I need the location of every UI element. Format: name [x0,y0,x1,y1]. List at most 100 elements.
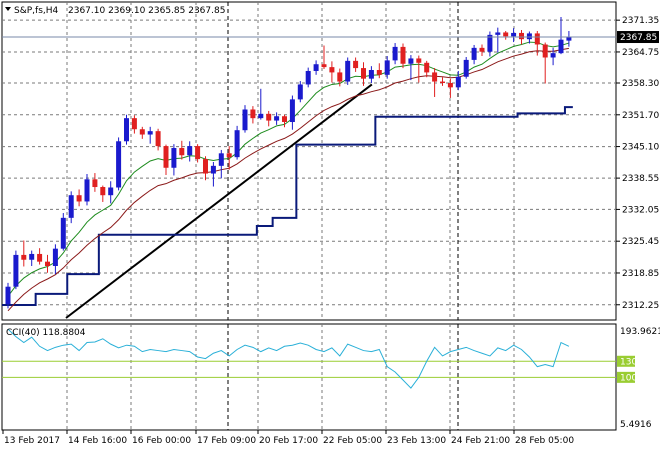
current-price-label: 2367.85 [620,33,657,43]
candle-bull [60,217,66,249]
candle-bull [345,60,351,82]
candle-bull [234,130,240,158]
price-tick-label: 2338.55 [622,174,659,184]
ma-slow-line [7,47,569,312]
candle-bear [131,118,137,130]
candle-bear [92,179,98,188]
candle-bull [487,34,493,52]
ma-fast-line [7,41,570,297]
time-tick-label: 20 Feb 17:00 [259,436,318,446]
time-tick-label: 13 Feb 2017 [4,436,60,446]
candle-bull [526,33,532,40]
candle-bull [210,165,216,174]
trendline[interactable] [65,83,373,319]
time-tick-label: 22 Feb 05:00 [323,436,382,446]
candle-bull [550,53,556,58]
candle-bear [361,68,366,79]
candle-bull [13,254,19,287]
candle-bull [392,46,398,61]
candle-bear [400,46,406,64]
candle-bear [250,109,256,119]
candle-bull [368,70,374,79]
candle-bear [376,70,382,75]
candle-bear [519,32,524,40]
candle-bull [511,32,517,37]
candle-bull [108,187,114,196]
candle-bear [226,153,232,158]
price-tick-label: 2325.45 [622,237,659,247]
candle-bull [289,99,295,123]
candle-bear [479,47,485,52]
candle-bull [495,32,501,35]
time-tick-label: 17 Feb 09:00 [197,436,256,446]
ohlc-values: 2367.10 2369.10 2365.85 2367.85 [68,6,225,16]
cci-indicator-line [7,328,570,389]
candle-bear [503,32,509,37]
candle-bear [424,62,430,73]
time-tick-label: 16 Feb 00:00 [132,436,191,446]
candle-bear [432,72,438,82]
cci-label: CCI(40) 118.8804 [6,328,86,338]
candle-bull [566,37,572,41]
moving-averages [7,41,570,312]
cci-scale-top: 193.9621 [620,327,660,337]
candle-bear [353,60,359,69]
candle-bear [21,254,27,260]
cci-level-100-label: 100 [620,373,637,383]
candle-bear [534,33,540,45]
candle-bull [187,146,193,156]
time-axis: 13 Feb 2017 14 Feb 16:00 16 Feb 00:00 17 Fe… [2,430,574,446]
price-tick-label: 2318.85 [622,269,659,279]
time-tick-label: 14 Feb 16:00 [68,436,127,446]
candle-bear [447,83,453,88]
main-plot-frame [1,1,617,321]
cci-level-100-tag: 100 [617,371,637,383]
grid-lines [2,2,616,430]
candle-bull [455,76,461,88]
candle-bull [313,64,319,71]
candle-bull [218,153,224,166]
candle-bear [179,148,185,156]
trendline-segment [65,83,373,319]
symbol-label[interactable]: S&P,fs,H4 [14,6,59,16]
symbol-dropdown-icon[interactable] [5,7,11,11]
candle-bear [542,44,548,58]
stop-line-path [2,106,573,306]
price-tick-label: 2364.75 [622,48,659,58]
time-tick-label: 24 Feb 21:00 [451,436,510,446]
cci-line [7,328,570,389]
candle-bear [100,187,106,196]
candle-bear [416,58,422,63]
price-tick-label: 2332.05 [622,205,659,215]
candle-bull [471,47,477,60]
price-tick-label: 2358.30 [622,79,659,89]
candle-bull [84,179,90,202]
cci-level-130-label: 130 [620,357,637,367]
candle-bull [147,131,153,135]
candle-bear [440,81,445,84]
candle-bull [463,59,469,77]
candle-bull [558,39,564,54]
time-tick-label: 28 Feb 05:00 [515,436,574,446]
current-price-tag: 2367.85 [617,31,659,44]
candle-bear [282,116,287,123]
price-axis: 2371.35 2364.75 2358.30 2351.70 2345.10 2338.… [616,16,659,311]
price-tick-label: 2371.35 [622,16,659,26]
candle-bull [52,248,58,266]
candle-bull [116,141,122,188]
candle-bull [124,118,129,142]
candle-bear [195,146,201,160]
candle-bull [274,116,280,121]
candle-bear [163,146,169,168]
candle-bull [297,84,303,100]
candlesticks [5,17,572,309]
price-tick-label: 2312.25 [622,301,659,311]
stop-line [2,106,573,306]
candle-bear [329,67,335,73]
candle-bear [155,131,161,147]
candle-bull [408,58,414,64]
candle-bull [5,286,11,305]
candle-bull [29,253,35,260]
